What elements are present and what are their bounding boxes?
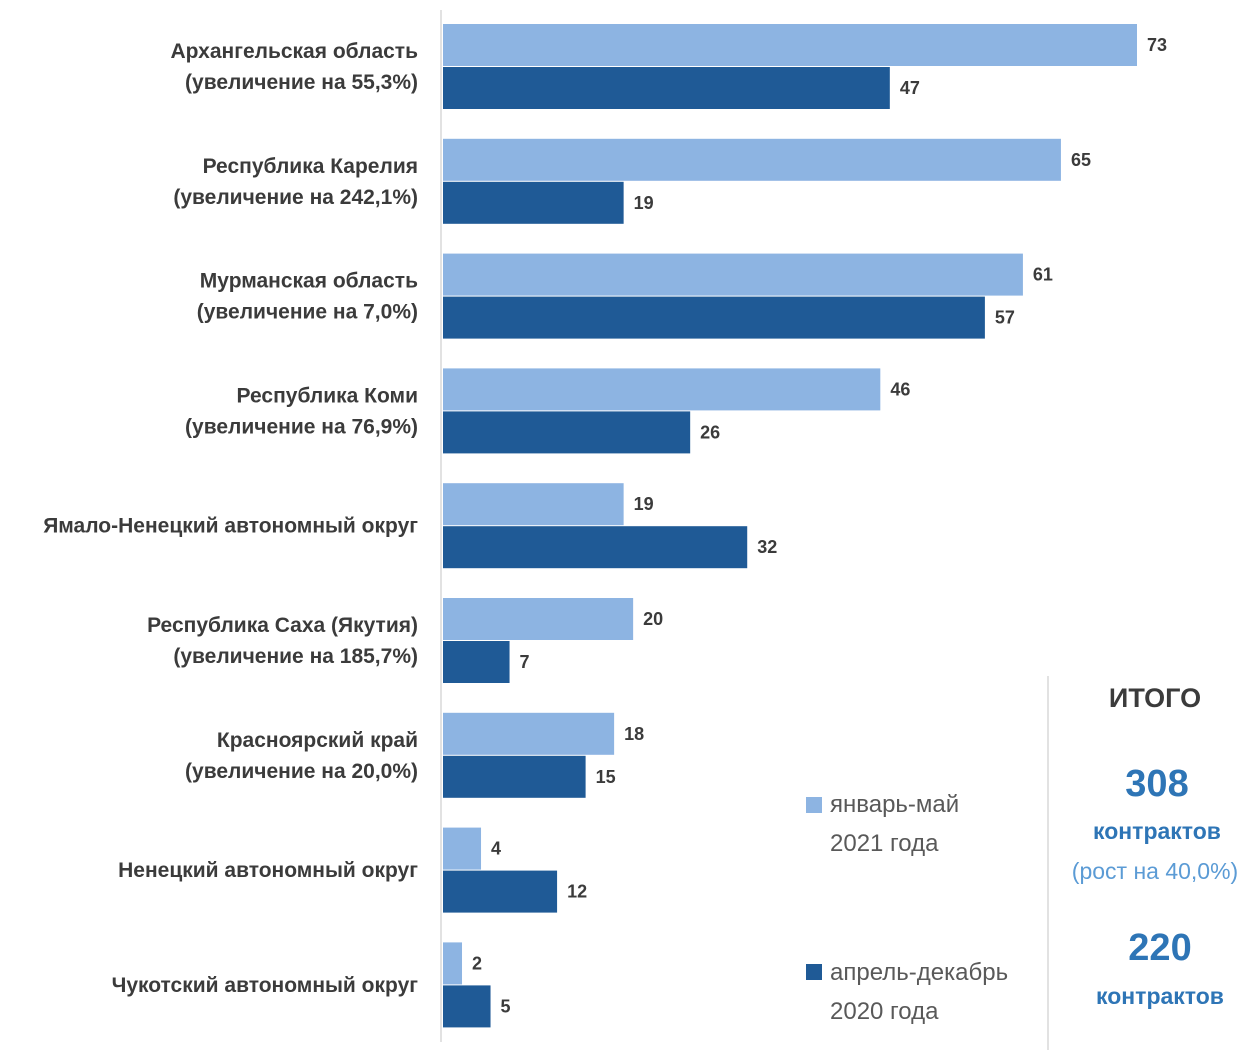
category-label-4: Республика Коми (увеличение на 76,9%) [185, 384, 418, 438]
bar-series2-cat2 [443, 181, 624, 224]
data-label-series1-cat1: 73 [1147, 35, 1167, 55]
legend-swatch-series2 [806, 964, 822, 980]
bar-series1-cat7 [443, 712, 615, 755]
totals-current-number: 308 [1125, 763, 1188, 805]
bar-series2-cat8 [443, 870, 558, 913]
data-label-series2-cat5: 32 [757, 537, 777, 557]
legend: январь-май 2021 года апрель-декабрь 2020 го… [806, 791, 1008, 1025]
bar-series1-cat3 [443, 253, 1023, 296]
bar-series1-cat2 [443, 138, 1061, 181]
data-label-series2-cat9: 5 [501, 996, 511, 1016]
bar-series1-cat4 [443, 368, 881, 411]
data-label-series1-cat7: 18 [624, 724, 644, 744]
category-label-7: Красноярский край (увеличение на 20,0%) [185, 729, 418, 783]
category-label-3: Мурманская область (увеличение на 7,0%) [197, 270, 418, 324]
bar-series2-cat7 [443, 755, 586, 798]
totals-current-unit: контрактов [1093, 818, 1221, 844]
legend-label-series1: январь-май 2021 года [830, 791, 959, 857]
category-label-6: Республика Саха (Якутия) (увеличение на 1… [147, 614, 418, 668]
bar-series1-cat5 [443, 483, 624, 526]
bar-series2-cat3 [443, 296, 985, 339]
bar-series2-cat5 [443, 526, 748, 569]
data-label-series1-cat6: 20 [643, 609, 663, 629]
data-label-series2-cat8: 12 [567, 882, 587, 902]
category-labels-group: Архангельская область (увеличение на 55,3… [43, 40, 418, 997]
legend-label-series2: апрель-декабрь 2020 года [830, 959, 1008, 1025]
data-label-series2-cat4: 26 [700, 422, 720, 442]
totals-title: ИТОГО [1109, 683, 1201, 713]
totals-current-note: (рост на 40,0%) [1072, 858, 1238, 884]
legend-swatch-series1 [806, 797, 822, 813]
bar-series1-cat8 [443, 827, 482, 870]
data-label-series1-cat2: 65 [1071, 150, 1091, 170]
data-label-series2-cat1: 47 [900, 78, 920, 98]
data-label-series2-cat7: 15 [596, 767, 616, 787]
totals-previous-number: 220 [1128, 927, 1191, 969]
bar-series1-cat1 [443, 24, 1137, 66]
data-label-series2-cat3: 57 [995, 308, 1015, 328]
category-label-8: Ненецкий автономный округ [118, 859, 418, 882]
data-label-series1-cat3: 61 [1033, 265, 1053, 285]
category-label-5: Ямало-Ненецкий автономный округ [43, 515, 418, 538]
totals-panel: ИТОГО 308 контрактов (рост на 40,0%) 220… [1072, 683, 1238, 1009]
bar-series2-cat6 [443, 641, 510, 683]
bar-series1-cat6 [443, 598, 634, 640]
bar-series2-cat4 [443, 411, 691, 454]
data-label-series2-cat2: 19 [634, 193, 654, 213]
data-label-series1-cat4: 46 [890, 379, 910, 399]
totals-previous-unit: контрактов [1096, 983, 1224, 1009]
data-label-series1-cat8: 4 [491, 839, 501, 859]
data-label-series1-cat9: 2 [472, 953, 482, 973]
category-label-2: Республика Карелия (увеличение на 242,1%) [173, 155, 418, 209]
category-label-9: Чукотский автономный округ [112, 974, 419, 997]
bars-group: 73 47 65 19 61 57 46 26 19 32 20 7 18 15 4 12 2 5 [443, 24, 1167, 1028]
bar-series2-cat1 [443, 67, 890, 109]
data-label-series2-cat6: 7 [520, 652, 530, 672]
bar-series2-cat9 [443, 985, 491, 1028]
bar-series1-cat9 [443, 942, 463, 985]
category-label-1: Архангельская область (увеличение на 55,3… [170, 40, 418, 94]
data-label-series1-cat5: 19 [634, 494, 654, 514]
